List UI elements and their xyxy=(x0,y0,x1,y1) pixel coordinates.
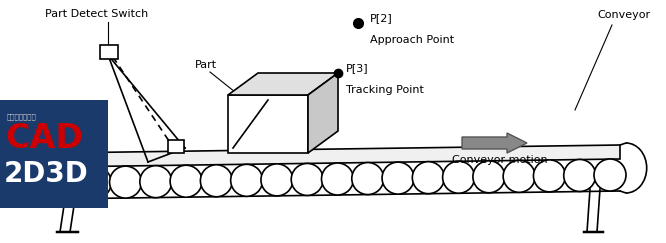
Text: CAD: CAD xyxy=(5,122,83,155)
Ellipse shape xyxy=(79,166,111,199)
Text: 2D3D: 2D3D xyxy=(4,160,89,188)
Text: Conveyor motion: Conveyor motion xyxy=(452,155,547,165)
Text: Tracking Point: Tracking Point xyxy=(346,85,424,95)
Text: P[3]: P[3] xyxy=(346,63,368,73)
Polygon shape xyxy=(308,73,338,153)
Ellipse shape xyxy=(170,165,202,197)
Ellipse shape xyxy=(322,163,354,195)
Text: Part: Part xyxy=(195,60,217,70)
Bar xyxy=(228,95,308,153)
FancyArrow shape xyxy=(462,133,527,153)
Ellipse shape xyxy=(382,162,414,194)
Ellipse shape xyxy=(412,162,444,194)
Text: P[2]: P[2] xyxy=(370,13,393,23)
Ellipse shape xyxy=(230,164,262,196)
Polygon shape xyxy=(228,73,338,95)
Text: Part Detect Switch: Part Detect Switch xyxy=(45,9,149,19)
Text: Approach Point: Approach Point xyxy=(370,35,454,45)
Ellipse shape xyxy=(443,161,475,193)
Ellipse shape xyxy=(594,159,626,191)
Ellipse shape xyxy=(352,163,384,195)
Ellipse shape xyxy=(533,160,565,192)
Ellipse shape xyxy=(503,160,535,192)
Text: 工业自动化专家: 工业自动化专家 xyxy=(7,113,37,120)
Polygon shape xyxy=(55,145,620,167)
Ellipse shape xyxy=(200,165,232,197)
Ellipse shape xyxy=(109,166,142,198)
Ellipse shape xyxy=(473,161,505,193)
Ellipse shape xyxy=(261,164,293,196)
Ellipse shape xyxy=(563,159,595,191)
Bar xyxy=(168,140,184,153)
Bar xyxy=(100,45,118,59)
Ellipse shape xyxy=(291,164,323,195)
Bar xyxy=(0,100,108,208)
Bar xyxy=(43,151,56,201)
Ellipse shape xyxy=(140,166,172,198)
Text: Conveyor: Conveyor xyxy=(597,10,650,20)
Ellipse shape xyxy=(49,167,81,199)
